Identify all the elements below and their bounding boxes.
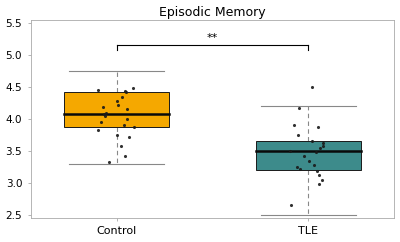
Point [124, 117, 130, 121]
Point [114, 133, 120, 137]
Point [314, 169, 320, 173]
Point [131, 125, 137, 129]
Point [300, 154, 307, 158]
Point [316, 173, 322, 177]
Point [123, 90, 130, 94]
Point [318, 178, 325, 182]
Point [118, 144, 124, 148]
Point [316, 182, 322, 186]
Point [115, 103, 122, 107]
Point [308, 139, 315, 143]
Point [296, 167, 303, 171]
Point [287, 203, 294, 207]
Point [320, 141, 327, 145]
Point [287, 149, 294, 153]
Point [320, 144, 326, 148]
Point [309, 85, 315, 89]
Point [126, 135, 132, 139]
Point [293, 165, 300, 169]
Point [98, 120, 104, 124]
Point [315, 125, 321, 129]
Point [124, 107, 130, 111]
Point [114, 99, 120, 103]
Point [122, 154, 128, 158]
Point [102, 114, 108, 118]
Point [106, 160, 112, 164]
Point [311, 163, 318, 167]
Point [306, 159, 312, 162]
Text: **: ** [207, 33, 218, 43]
Point [290, 123, 297, 127]
Bar [64, 92, 169, 127]
Point [295, 133, 302, 137]
Point [312, 150, 319, 154]
Point [100, 106, 106, 109]
Title: Episodic Memory: Episodic Memory [159, 6, 266, 19]
Point [119, 95, 125, 98]
Point [122, 90, 128, 93]
Point [101, 113, 107, 116]
Point [95, 88, 102, 92]
Point [94, 129, 101, 132]
Point [317, 146, 324, 150]
Point [103, 111, 109, 114]
Point [130, 86, 136, 90]
Point [121, 123, 127, 127]
Point [296, 106, 302, 110]
Bar [256, 141, 361, 170]
